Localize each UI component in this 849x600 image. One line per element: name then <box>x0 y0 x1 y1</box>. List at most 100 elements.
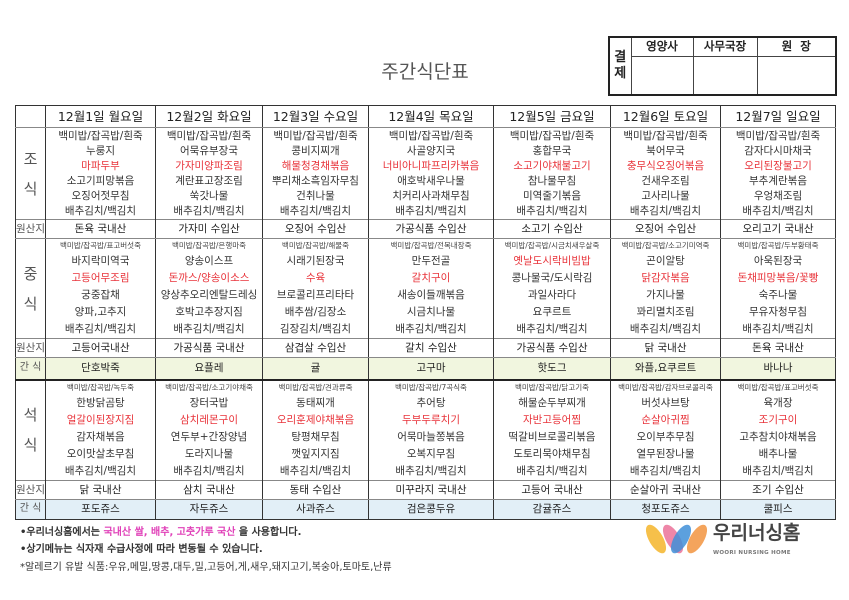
porridge-item: 백미밥/잡곡밥/전복내장죽 <box>369 239 493 253</box>
menu-item: 감자다시마채국 <box>721 144 835 159</box>
menu-item: 만두전골 <box>369 253 493 270</box>
meal-label-breakfast: 조식 <box>16 128 46 220</box>
menu-item: 홍합무국 <box>494 144 610 159</box>
menu-item: 감자채볶음 <box>46 429 155 446</box>
breakfast-origin-row: 원산지돈육 국내산가자미 수입산오징어 수입산가공식품 수입산소고기 수입산오징… <box>16 220 836 239</box>
approval-sign-slot[interactable] <box>693 56 757 95</box>
dinner-cell: 백미밥/잡곡밥/견과류죽동태찌개오리훈제야채볶음탕평채무침깻잎지지짐배추김치/백… <box>263 380 369 481</box>
day-header-row: 12월1일 월요일12월2일 화요일12월3일 수요일12월4일 목요일12월5… <box>16 106 836 128</box>
breakfast-row: 조식백미밥/잡곡밥/흰죽누룽지마파두부소고기피망볶음오징어젓무침배추김치/백김치… <box>16 128 836 220</box>
menu-item: 배추나물 <box>721 446 835 463</box>
approval-label-top: 결 <box>614 50 626 65</box>
menu-item: 육개장 <box>721 395 835 412</box>
menu-item: 한방닭곰탕 <box>46 395 155 412</box>
day-header: 12월6일 토요일 <box>611 106 721 128</box>
menu-item: 수육 <box>263 270 368 287</box>
menu-item: 누룽지 <box>46 144 155 159</box>
lunch-cell: 백미밥/잡곡밥/소고기미역죽곤이알탕닭감자볶음가지나물꽈리멸치조림배추김치/백김… <box>611 239 721 339</box>
approval-sign-slot[interactable] <box>631 56 693 95</box>
menu-item: 소고기피망볶음 <box>46 174 155 189</box>
breakfast-cell: 백미밥/잡곡밥/흰죽사골양지국너비아니파프리카볶음애호박새우나물치커리사과채무침… <box>369 128 494 220</box>
approval-role: 원 장 <box>757 37 836 56</box>
menu-item: 가지나물 <box>611 287 720 304</box>
menu-item: 애호박새우나물 <box>369 174 493 189</box>
porridge-item: 백미밥/잡곡밥/닭고기죽 <box>494 381 610 395</box>
menu-item: 자반고등어찜 <box>494 412 610 429</box>
porridge-item: 백미밥/잡곡밥/표고버섯죽 <box>721 381 835 395</box>
menu-item: 동태찌개 <box>263 395 368 412</box>
menu-item: 돈채피망볶음/꽃빵 <box>721 270 835 287</box>
notice-highlight: 국내산 쌀, 배추, 고춧가루 국산 <box>103 527 235 538</box>
menu-item: 무유자청무침 <box>721 304 835 321</box>
origin-cell: 삼치 국내산 <box>156 480 263 499</box>
menu-item: 배추김치/백김치 <box>721 321 835 338</box>
meal-label-dinner: 석식 <box>16 380 46 481</box>
menu-item: 열무된장나물 <box>611 446 720 463</box>
menu-item: 시금치나물 <box>369 304 493 321</box>
breakfast-cell: 백미밥/잡곡밥/흰죽북어무국충무식오징어볶음건새우조림고사리나물배추김치/백김치 <box>611 128 721 220</box>
menu-item: 과일사라다 <box>494 287 610 304</box>
snack-label: 간 식 <box>16 358 46 380</box>
menu-item: 사골양지국 <box>369 144 493 159</box>
menu-item: 소고기야채불고기 <box>494 159 610 174</box>
porridge-item: 백미밥/잡곡밥/소고기미역죽 <box>611 239 720 253</box>
menu-item: 참나물무침 <box>494 174 610 189</box>
snack-label: 간 식 <box>16 499 46 519</box>
menu-item: 배추김치/백김치 <box>46 321 155 338</box>
menu-item: 버섯샤브탕 <box>611 395 720 412</box>
menu-item: 부추계란볶음 <box>721 174 835 189</box>
menu-item: 해물청경채볶음 <box>263 159 368 174</box>
menu-item: 조기구이 <box>721 412 835 429</box>
menu-item: 배추김치/백김치 <box>369 321 493 338</box>
menu-item: 백미밥/잡곡밥/흰죽 <box>46 129 155 144</box>
menu-item: 양파,고추지 <box>46 304 155 321</box>
dinner-origin-row: 원산지닭 국내산삼치 국내산동태 수입산미꾸라지 국내산고등어 국내산순살아귀 … <box>16 480 836 499</box>
menu-item: 배추김치/백김치 <box>494 463 610 480</box>
menu-item: 호박고추장지짐 <box>156 304 262 321</box>
menu-item: 닭감자볶음 <box>611 270 720 287</box>
menu-item: 배추김치/백김치 <box>611 463 720 480</box>
snack-cell: 단호박죽 <box>46 358 156 380</box>
menu-item: 콩나물국/도시락김 <box>494 270 610 287</box>
approval-box: 결제 영양사 사무국장 원 장 <box>608 36 837 96</box>
snack-cell: 바나나 <box>721 358 836 380</box>
menu-item: 얼갈이된장지짐 <box>46 412 155 429</box>
meal-label-char: 중 <box>16 259 45 289</box>
menu-item: 고추참치야채볶음 <box>721 429 835 446</box>
menu-item: 오리된장불고기 <box>721 159 835 174</box>
origin-cell: 갈치 수입산 <box>369 339 494 358</box>
logo: 우리너싱홈 WOORI NURSING HOME <box>645 522 825 560</box>
menu-item: 백미밥/잡곡밥/흰죽 <box>369 129 493 144</box>
menu-item: 백미밥/잡곡밥/흰죽 <box>721 129 835 144</box>
logo-name: 우리너싱홈 <box>713 522 800 544</box>
menu-item: 궁중잡채 <box>46 287 155 304</box>
menu-item: 배추김치/백김치 <box>721 463 835 480</box>
approval-role: 사무국장 <box>693 37 757 56</box>
menu-item: 배추김치/백김치 <box>46 463 155 480</box>
day-header: 12월1일 월요일 <box>46 106 156 128</box>
menu-item: 오징어젓무침 <box>46 189 155 204</box>
breakfast-cell: 백미밥/잡곡밥/흰죽콩비지찌개해물청경채볶음뿌리채소흑임자무침건취나물배추김치/… <box>263 128 369 220</box>
porridge-item: 백미밥/잡곡밥/두부황태죽 <box>721 239 835 253</box>
menu-item: 옛날도시락비빔밥 <box>494 253 610 270</box>
menu-item: 숙주나물 <box>721 287 835 304</box>
menu-item: 백미밥/잡곡밥/흰죽 <box>494 129 610 144</box>
approval-sign-slot[interactable] <box>757 56 836 95</box>
dinner-cell: 백미밥/잡곡밥/표고버섯죽육개장조기구이고추참치야채볶음배추나물배추김치/백김치 <box>721 380 836 481</box>
menu-item: 배추김치/백김치 <box>263 204 368 219</box>
origin-cell: 가공식품 국내산 <box>156 339 263 358</box>
menu-item: 배추김치/백김치 <box>369 204 493 219</box>
menu-item: 배추김치/백김치 <box>494 204 610 219</box>
origin-label: 원산지 <box>16 339 46 358</box>
menu-item: 오이부추무침 <box>611 429 720 446</box>
snack-cell: 고구마 <box>369 358 494 380</box>
origin-cell: 고등어 국내산 <box>494 480 611 499</box>
menu-item: 계란표고장조림 <box>156 174 262 189</box>
day-header: 12월7일 일요일 <box>721 106 836 128</box>
dinner-cell: 백미밥/잡곡밥/소고기야채죽장터국밥삼치레몬구이연두부+간장양념도라지나물배추김… <box>156 380 263 481</box>
lunch-origin-row: 원산지고등어국내산가공식품 국내산삼겹살 수입산갈치 수입산가공식품 수입산닭 … <box>16 339 836 358</box>
menu-item: 배추김치/백김치 <box>156 321 262 338</box>
lunch-cell: 백미밥/잡곡밥/두부황태죽아욱된장국돈채피망볶음/꽃빵숙주나물무유자청무침배추김… <box>721 239 836 339</box>
menu-item: 곤이알탕 <box>611 253 720 270</box>
approval-label-bottom: 제 <box>614 66 626 81</box>
